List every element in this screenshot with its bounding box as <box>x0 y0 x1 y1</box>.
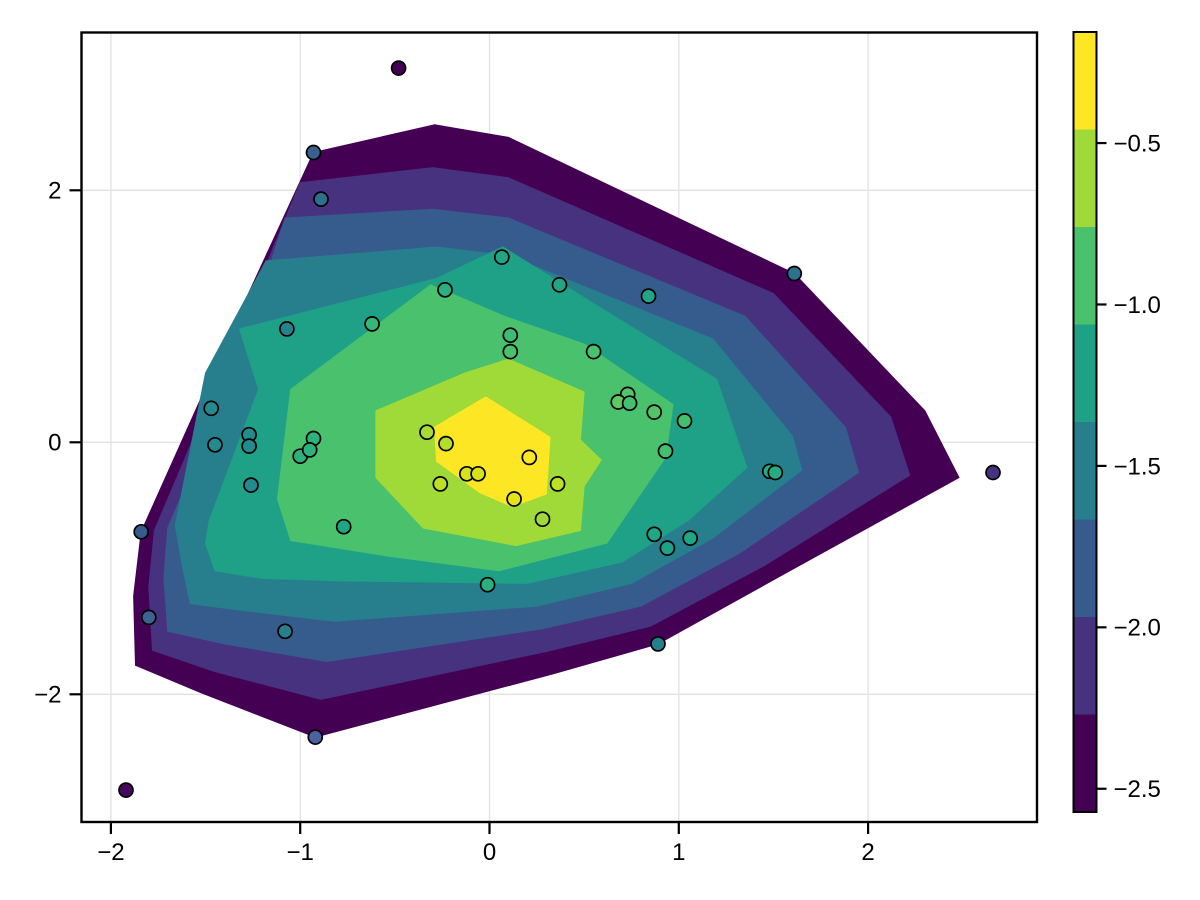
scatter-point <box>470 465 486 482</box>
colorbar-band <box>1073 519 1097 618</box>
x-axis: −2 −1 0 1 2 <box>97 823 875 866</box>
colorbar-band <box>1073 324 1097 423</box>
colorbar-frame <box>1072 31 1098 813</box>
scatter-point <box>502 343 519 360</box>
scatter-point <box>621 395 638 412</box>
scatter-point <box>390 60 407 76</box>
scatter-point <box>419 424 435 441</box>
scatter-point <box>549 476 566 492</box>
scatter-point <box>203 400 220 417</box>
colorbar: −0.5 −1.0 −1.5 −2.0 −2.5 <box>1072 31 1161 813</box>
scatter-point <box>301 442 318 458</box>
scatter-point <box>534 511 551 528</box>
colorbar-tick-label: −2.0 <box>1114 615 1161 642</box>
scatter-point <box>140 609 157 626</box>
scatter-point <box>502 327 519 344</box>
contour-bands <box>133 124 960 738</box>
scatter-point <box>521 449 538 466</box>
y-tick-label: 2 <box>48 178 61 205</box>
colorbar-tick-label: −1.5 <box>1114 453 1161 480</box>
scatter-point <box>650 636 666 652</box>
scatter-point <box>307 729 324 745</box>
scatter-point <box>659 540 676 556</box>
scatter-point <box>118 782 134 798</box>
scatter-point <box>133 523 150 540</box>
scatter-point <box>767 464 784 481</box>
scatter-point <box>682 530 699 546</box>
scatter-point <box>493 249 510 265</box>
y-tick-label: −2 <box>34 682 61 709</box>
x-tick-label: 1 <box>672 839 685 866</box>
scatter-point <box>676 413 693 429</box>
scatter-point <box>432 476 449 492</box>
scatter-point <box>207 436 223 453</box>
colorbar-band <box>1073 714 1097 813</box>
scatter-point <box>585 343 602 360</box>
scatter-point <box>335 518 352 535</box>
colorbar-band <box>1073 227 1097 325</box>
scatter-point <box>551 276 568 293</box>
colorbar-band <box>1073 617 1097 715</box>
colorbar-band <box>1073 32 1097 130</box>
scatter-point <box>985 464 1001 481</box>
colorbar-band <box>1073 422 1097 520</box>
scatter-point <box>657 443 674 459</box>
scatter-point <box>640 288 657 304</box>
scatter-point <box>279 321 295 337</box>
scatter-point <box>364 316 380 332</box>
x-tick-label: 2 <box>861 839 874 866</box>
scatter-point <box>305 144 322 161</box>
scatter-point <box>506 491 522 507</box>
scatter-points <box>118 60 1001 798</box>
scatter-point <box>277 623 293 640</box>
colorbar-band <box>1073 129 1097 228</box>
plot-frame <box>80 31 1039 824</box>
scatter-point <box>243 477 259 493</box>
scatter-point <box>313 191 329 207</box>
scatter-point <box>241 438 257 454</box>
scatter-point <box>438 435 454 452</box>
colorbar-tick-label: −2.5 <box>1114 776 1161 803</box>
x-tick-label: 0 <box>483 839 496 866</box>
x-tick-label: −1 <box>287 839 314 866</box>
scatter-point <box>786 265 803 282</box>
colorbar-tick-label: −0.5 <box>1114 130 1161 157</box>
scatter-point <box>479 576 496 593</box>
y-axis: −2 0 2 <box>34 178 81 709</box>
y-tick-label: 0 <box>48 430 61 457</box>
x-tick-label: −2 <box>97 839 124 866</box>
colorbar-tick-label: −1.0 <box>1114 292 1161 319</box>
scatter-point <box>646 526 663 543</box>
scatter-point <box>437 281 453 298</box>
scatter-point <box>646 404 663 420</box>
